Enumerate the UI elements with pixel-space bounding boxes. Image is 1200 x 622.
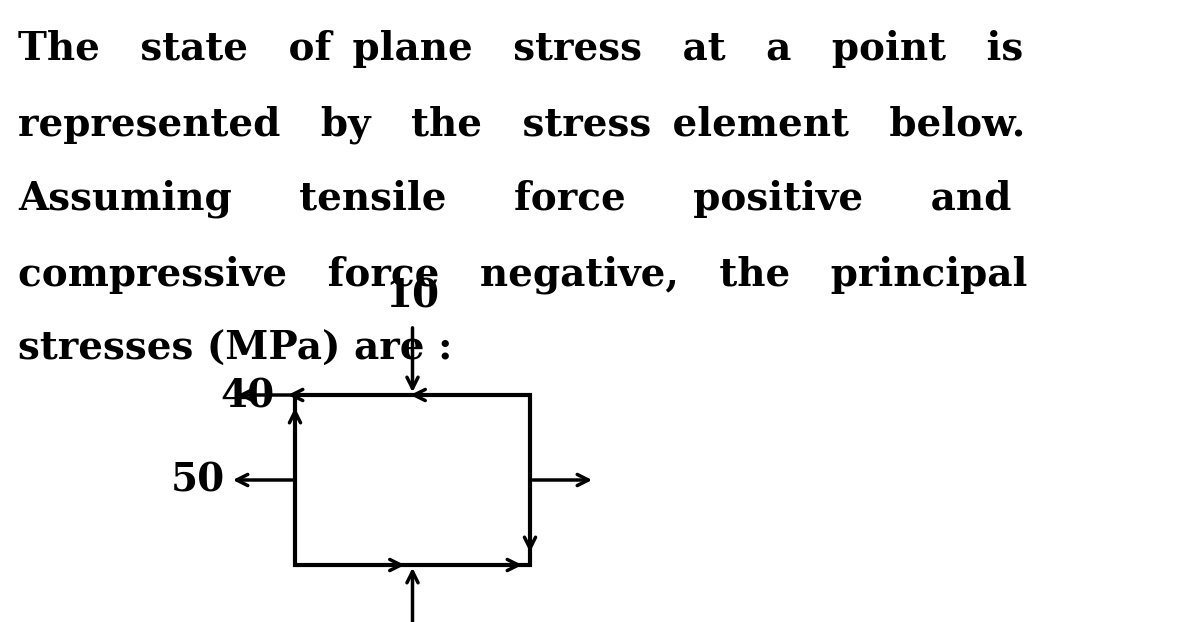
Text: Assuming     tensile     force     positive     and: Assuming tensile force positive and [18, 180, 1012, 218]
Text: stresses (MPa) are :: stresses (MPa) are : [18, 330, 452, 368]
Text: represented   by   the   stress  element   below.: represented by the stress element below. [18, 105, 1025, 144]
FancyArrowPatch shape [302, 559, 401, 570]
FancyArrowPatch shape [236, 475, 293, 486]
Text: 10: 10 [385, 277, 439, 315]
Text: compressive   force   negative,   the   principal: compressive force negative, the principa… [18, 255, 1027, 294]
FancyArrowPatch shape [292, 389, 415, 401]
FancyArrowPatch shape [414, 389, 522, 401]
Text: 40: 40 [221, 377, 275, 415]
FancyArrowPatch shape [533, 475, 588, 486]
FancyArrowPatch shape [241, 389, 298, 401]
FancyArrowPatch shape [407, 572, 418, 622]
Bar [295, 395, 530, 565]
FancyArrowPatch shape [407, 328, 418, 388]
FancyArrowPatch shape [524, 408, 535, 549]
Text: The   state   of  plane   stress   at   a   point   is: The state of plane stress at a point is [18, 30, 1024, 68]
Text: 50: 50 [170, 461, 226, 499]
FancyArrowPatch shape [289, 412, 300, 552]
FancyArrowPatch shape [420, 559, 518, 570]
